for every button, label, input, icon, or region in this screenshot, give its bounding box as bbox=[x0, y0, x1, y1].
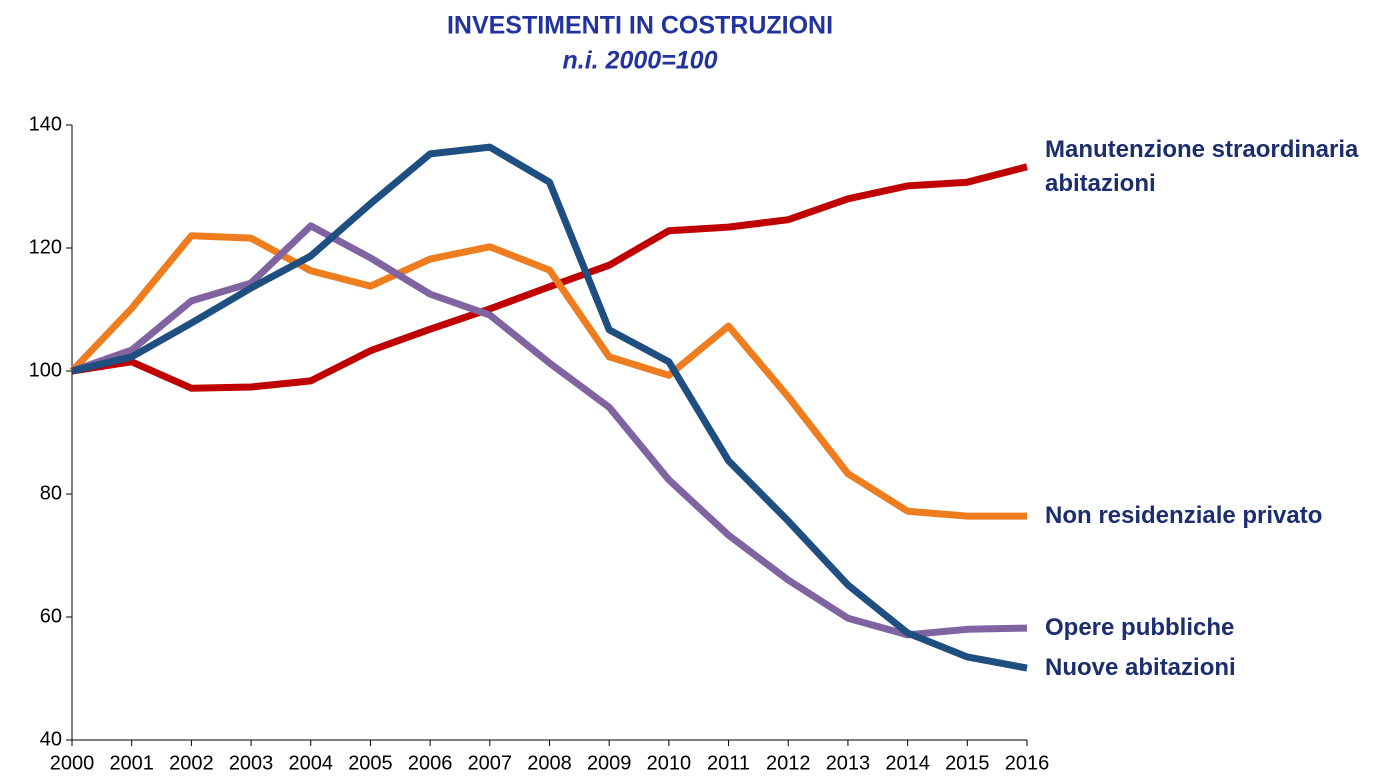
x-tick-label: 2004 bbox=[289, 752, 334, 774]
series-label: Manutenzione straordinaria abitazioni bbox=[1045, 135, 1359, 197]
x-tick-label: 2009 bbox=[587, 752, 632, 774]
y-tick-label: 100 bbox=[29, 359, 62, 381]
x-tick-label: 2011 bbox=[707, 752, 750, 774]
series-line bbox=[70, 222, 1028, 639]
x-tick-label: 2005 bbox=[348, 752, 393, 774]
y-tick-label: 40 bbox=[40, 728, 62, 750]
x-tick-label: 2001 bbox=[109, 752, 154, 774]
series-line bbox=[71, 163, 1028, 392]
chart-title: INVESTIMENTI IN COSTRUZIONI bbox=[447, 12, 833, 40]
x-tick-label: 2007 bbox=[468, 752, 513, 774]
chart-subtitle: n.i. 2000=100 bbox=[563, 47, 718, 75]
x-tick-label: 2010 bbox=[647, 752, 692, 774]
y-tick-label: 140 bbox=[29, 113, 62, 135]
x-tick-label: 2008 bbox=[527, 752, 572, 774]
series-line bbox=[69, 232, 1027, 520]
series-line bbox=[71, 143, 1028, 672]
series-label: Nuove abitazioni bbox=[1045, 654, 1236, 682]
x-tick-label: 2006 bbox=[408, 752, 453, 774]
series-label: Non residenziale privato bbox=[1045, 502, 1323, 530]
x-tick-label: 2015 bbox=[945, 752, 990, 774]
y-tick-label: 120 bbox=[29, 236, 62, 258]
x-tick-label: 2003 bbox=[229, 752, 274, 774]
y-tick-label: 80 bbox=[40, 482, 62, 504]
series-label: Opere pubbliche bbox=[1045, 614, 1235, 642]
x-tick-label: 2000 bbox=[50, 752, 95, 774]
x-tick-label: 2016 bbox=[1005, 752, 1050, 774]
x-tick-label: 2002 bbox=[169, 752, 214, 774]
x-tick-label: 2012 bbox=[766, 752, 811, 774]
x-tick-label: 2014 bbox=[885, 752, 930, 774]
x-tick-label: 2013 bbox=[826, 752, 871, 774]
y-tick-label: 60 bbox=[40, 605, 62, 627]
